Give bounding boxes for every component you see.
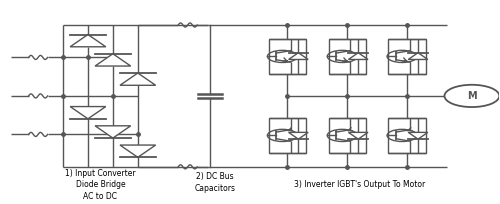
- Bar: [268, 118, 306, 153]
- Text: M: M: [467, 91, 476, 101]
- Text: 1) Input Converter
Diode Bridge
AC to DC: 1) Input Converter Diode Bridge AC to DC: [65, 169, 136, 201]
- Polygon shape: [348, 53, 368, 60]
- Polygon shape: [348, 132, 368, 139]
- Polygon shape: [70, 34, 106, 47]
- Polygon shape: [70, 106, 106, 119]
- Polygon shape: [408, 53, 428, 60]
- Polygon shape: [120, 73, 156, 85]
- Polygon shape: [408, 132, 428, 139]
- Bar: [328, 118, 366, 153]
- Polygon shape: [288, 132, 308, 139]
- Bar: [388, 39, 426, 74]
- Polygon shape: [120, 145, 156, 157]
- Bar: [268, 39, 306, 74]
- Bar: [388, 118, 426, 153]
- Polygon shape: [288, 53, 308, 60]
- Text: 2) DC Bus
Capacitors: 2) DC Bus Capacitors: [194, 172, 235, 193]
- Polygon shape: [95, 54, 130, 66]
- Bar: [328, 39, 366, 74]
- Text: 3) Inverter IGBT's Output To Motor: 3) Inverter IGBT's Output To Motor: [294, 180, 426, 189]
- Polygon shape: [95, 126, 130, 138]
